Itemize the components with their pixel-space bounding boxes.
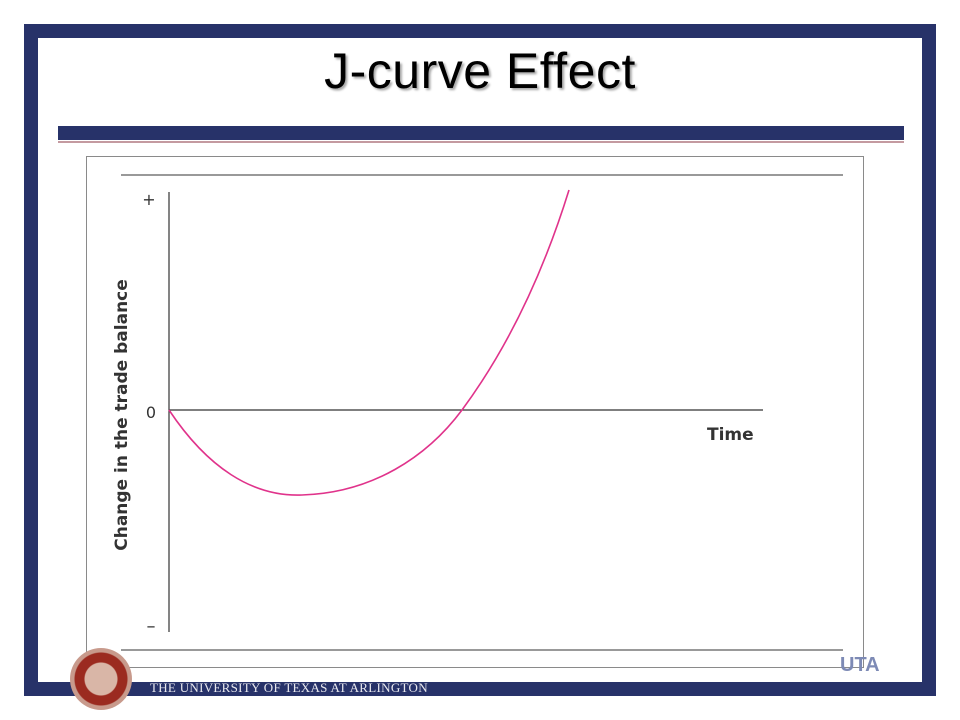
x-axis-label: Time [707,425,754,445]
title-divider-line [58,141,904,143]
footer-university-name: THE UNIVERSITY OF TEXAS AT ARLINGTON [150,680,428,695]
slide-title: J-curve Effect [324,43,636,99]
j-curve-svg: + 0 – Change in the trade balance Time [112,174,843,651]
j-curve-diagram: + 0 – Change in the trade balance Time [86,156,864,668]
tick-zero: 0 [146,403,156,422]
y-axis-label: Change in the trade balance [112,279,132,551]
tick-plus: + [142,190,155,209]
university-seal-icon [70,648,132,710]
j-curve-line [168,189,570,496]
tick-minus: – [147,616,156,637]
uta-logo-mark: UTA [840,654,880,676]
title-divider-bar [58,126,904,140]
